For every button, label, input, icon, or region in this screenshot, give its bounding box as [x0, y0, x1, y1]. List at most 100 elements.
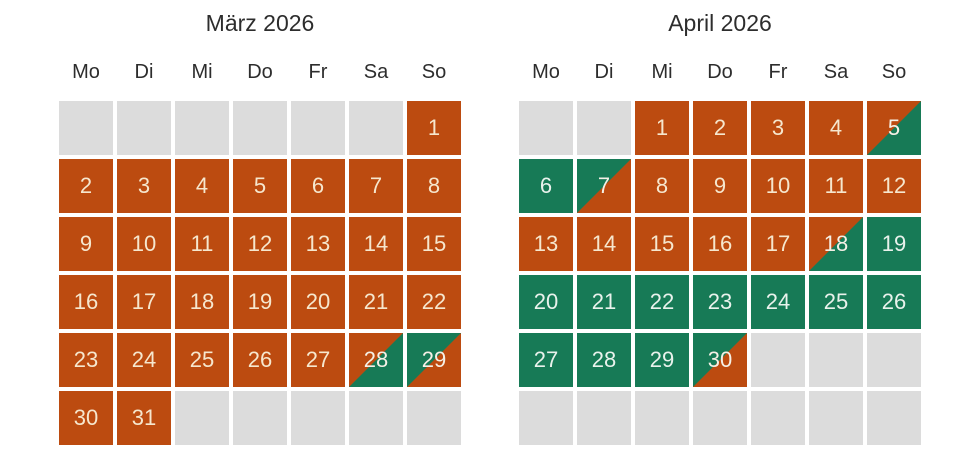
month-maerz-2026: März 2026 Mo Di Mi Do Fr Sa So 1 2 3 4 5 6 7 8 9 10 11 12…: [59, 0, 461, 445]
day-cell-21[interactable]: 21: [349, 275, 403, 329]
day-number: 1: [655, 115, 669, 140]
day-cell-31[interactable]: 31: [117, 391, 171, 445]
day-cell-8[interactable]: 8: [635, 159, 689, 213]
empty-cell: [175, 391, 229, 445]
day-number: 12: [247, 231, 273, 256]
day-cell-10[interactable]: 10: [117, 217, 171, 271]
day-cell-22[interactable]: 22: [635, 275, 689, 329]
day-cell-23[interactable]: 23: [59, 333, 113, 387]
day-cell-7[interactable]: 7: [349, 159, 403, 213]
day-cell-9[interactable]: 9: [59, 217, 113, 271]
day-cell-4[interactable]: 4: [175, 159, 229, 213]
day-cell-11[interactable]: 11: [175, 217, 229, 271]
day-cell-14[interactable]: 14: [349, 217, 403, 271]
day-number: 7: [597, 173, 611, 198]
empty-cell: [291, 101, 345, 155]
day-cell-8[interactable]: 8: [407, 159, 461, 213]
day-number: 6: [539, 173, 553, 198]
empty-cell: [635, 391, 689, 445]
day-number: 25: [823, 289, 849, 314]
day-cell-13[interactable]: 13: [291, 217, 345, 271]
day-cell-26[interactable]: 26: [233, 333, 287, 387]
empty-cell: [233, 101, 287, 155]
day-cell-3[interactable]: 3: [117, 159, 171, 213]
day-number: 23: [707, 289, 733, 314]
day-cell-5[interactable]: 5: [233, 159, 287, 213]
day-cell-13[interactable]: 13: [519, 217, 573, 271]
day-cell-23[interactable]: 23: [693, 275, 747, 329]
day-cell-25[interactable]: 25: [175, 333, 229, 387]
day-cell-15[interactable]: 15: [635, 217, 689, 271]
day-cell-30[interactable]: 30: [59, 391, 113, 445]
day-cell-25[interactable]: 25: [809, 275, 863, 329]
day-cell-16[interactable]: 16: [59, 275, 113, 329]
day-cell-5[interactable]: 5: [867, 101, 921, 155]
day-cell-6[interactable]: 6: [519, 159, 573, 213]
day-number: 17: [765, 231, 791, 256]
day-cell-16[interactable]: 16: [693, 217, 747, 271]
day-cell-1[interactable]: 1: [635, 101, 689, 155]
day-number: 10: [131, 231, 157, 256]
day-number: 20: [305, 289, 331, 314]
day-cell-19[interactable]: 19: [867, 217, 921, 271]
day-cell-27[interactable]: 27: [519, 333, 573, 387]
day-number: 14: [363, 231, 389, 256]
day-cell-14[interactable]: 14: [577, 217, 631, 271]
day-cell-4[interactable]: 4: [809, 101, 863, 155]
day-cell-29[interactable]: 29: [635, 333, 689, 387]
day-number: 21: [591, 289, 617, 314]
day-cell-22[interactable]: 22: [407, 275, 461, 329]
day-cell-24[interactable]: 24: [751, 275, 805, 329]
weekday-header-so: So: [881, 61, 907, 83]
month-grid: 1 2 3 4 5 6 7 8 9 10 11 12 13 14 15 16 17 18 19 20 21 22 23 24 2…: [519, 101, 921, 445]
day-number: 5: [887, 115, 901, 140]
day-cell-28[interactable]: 28: [577, 333, 631, 387]
day-cell-24[interactable]: 24: [117, 333, 171, 387]
day-cell-6[interactable]: 6: [291, 159, 345, 213]
month-title: April 2026: [668, 10, 772, 36]
day-number: 13: [533, 231, 559, 256]
day-cell-12[interactable]: 12: [233, 217, 287, 271]
day-cell-2[interactable]: 2: [59, 159, 113, 213]
day-number: 14: [591, 231, 617, 256]
day-cell-9[interactable]: 9: [693, 159, 747, 213]
day-cell-19[interactable]: 19: [233, 275, 287, 329]
empty-cell: [577, 391, 631, 445]
day-number: 18: [823, 231, 849, 256]
month-grid: 1 2 3 4 5 6 7 8 9 10 11 12 13 14 15 16 17 18 19 20 21 22 23 24 2…: [59, 101, 461, 445]
day-cell-21[interactable]: 21: [577, 275, 631, 329]
day-cell-17[interactable]: 17: [117, 275, 171, 329]
day-number: 22: [421, 289, 447, 314]
day-cell-10[interactable]: 10: [751, 159, 805, 213]
empty-cell: [809, 333, 863, 387]
day-cell-17[interactable]: 17: [751, 217, 805, 271]
day-cell-12[interactable]: 12: [867, 159, 921, 213]
day-number: 3: [771, 115, 785, 140]
day-number: 1: [427, 115, 441, 140]
day-cell-11[interactable]: 11: [809, 159, 863, 213]
day-cell-1[interactable]: 1: [407, 101, 461, 155]
day-number: 12: [881, 173, 907, 198]
day-number: 26: [247, 347, 273, 372]
day-cell-26[interactable]: 26: [867, 275, 921, 329]
day-number: 23: [73, 347, 99, 372]
day-cell-7[interactable]: 7: [577, 159, 631, 213]
day-cell-27[interactable]: 27: [291, 333, 345, 387]
day-cell-20[interactable]: 20: [519, 275, 573, 329]
day-cell-30[interactable]: 30: [693, 333, 747, 387]
day-cell-29[interactable]: 29: [407, 333, 461, 387]
day-cell-15[interactable]: 15: [407, 217, 461, 271]
day-cell-20[interactable]: 20: [291, 275, 345, 329]
day-number: 22: [649, 289, 675, 314]
day-cell-18[interactable]: 18: [809, 217, 863, 271]
day-number: 5: [253, 173, 267, 198]
day-cell-18[interactable]: 18: [175, 275, 229, 329]
day-number: 2: [79, 173, 93, 198]
day-number: 9: [79, 231, 93, 256]
day-number: 21: [363, 289, 389, 314]
weekday-header-do: Do: [707, 61, 733, 83]
day-cell-2[interactable]: 2: [693, 101, 747, 155]
day-cell-3[interactable]: 3: [751, 101, 805, 155]
day-cell-28[interactable]: 28: [349, 333, 403, 387]
day-number: 28: [363, 347, 389, 372]
